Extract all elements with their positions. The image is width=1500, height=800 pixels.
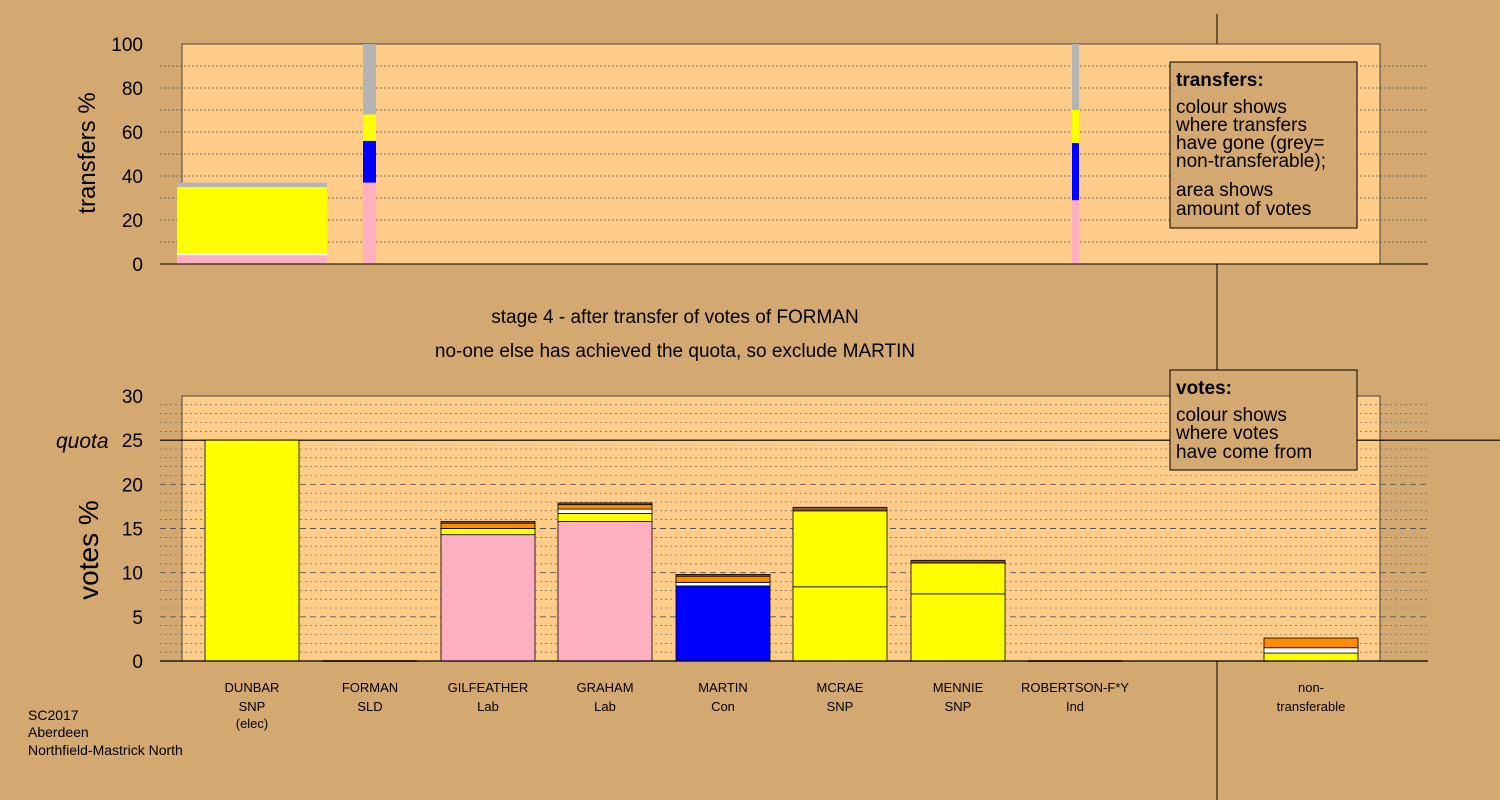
vote-bar-segment (557, 502, 653, 506)
candidate-status-label: (elec) (236, 716, 269, 731)
chart-title: stage 4 - after transfer of votes of FOR… (491, 307, 858, 328)
vote-bar-segment (675, 585, 771, 662)
candidate-name-label: GRAHAM (576, 680, 633, 695)
votes-tick-label: 15 (122, 520, 143, 541)
vote-bar-segment (910, 559, 1006, 564)
vote-bar-segment (1263, 652, 1359, 662)
vote-bar-segment (792, 510, 888, 588)
transfers-tick-label: 0 (132, 255, 143, 276)
vote-bar-segment (675, 575, 771, 583)
votes-tick-label: 25 (122, 431, 143, 452)
candidate-name-label: MCRAE (817, 680, 864, 695)
votes-tick-label: 5 (132, 608, 143, 629)
transfers-legend-box (1169, 61, 1358, 229)
candidate-party-label: Lab (477, 699, 499, 714)
votes-legend-line: have come from (1176, 442, 1312, 463)
vote-bar-segment (557, 508, 653, 514)
vote-bar-segment (675, 574, 771, 577)
vote-bar-segment (557, 504, 653, 510)
votes-tick-label: 0 (132, 652, 143, 673)
vote-bar-segment (440, 528, 536, 536)
transfers-legend: transfers: colour shows where transfers … (1169, 61, 1358, 229)
candidate-name-label: non- (1298, 680, 1324, 695)
votes-tick-label: 20 (122, 475, 143, 496)
transfer-segment (363, 182, 376, 264)
votes-chart: 0 5 10 15 20 25 30 DUNBAR SNP (elec) FORMAN SLD GILF… (122, 387, 1500, 731)
chart-subtitle: no-one else has achieved the quota, so e… (435, 341, 915, 362)
transfer-segment (177, 253, 327, 256)
vote-bar-segment (204, 439, 300, 662)
footer-line-2: Aberdeen (28, 724, 89, 740)
candidate-name-label: MARTIN (698, 680, 748, 695)
transfer-segment (1072, 143, 1079, 201)
transfers-tick-label: 80 (122, 79, 143, 100)
transfers-legend-line: have gone (grey= (1176, 133, 1324, 154)
footer-line-3: Northfield-Mastrick North (28, 742, 183, 758)
candidate-name-label: MENNIE (933, 680, 984, 695)
transfers-axis-title: transfers % (74, 92, 101, 213)
votes-legend-box (1169, 369, 1358, 471)
vote-bar-segment (910, 593, 1006, 662)
transfer-segment (1072, 110, 1079, 143)
vote-bar-segment (675, 581, 771, 587)
transfers-legend-line: colour shows (1176, 97, 1287, 118)
candidate-party-label: Ind (1066, 699, 1084, 714)
votes-legend: votes: colour shows where votes have com… (1169, 369, 1358, 471)
transfers-tick-label: 60 (122, 123, 143, 144)
votes-axis-title: votes % (73, 500, 104, 600)
candidate-party-label: Con (711, 699, 735, 714)
transfer-segment (177, 187, 327, 253)
footer-line-1: SC2017 (28, 707, 79, 723)
candidate-party-label: SNP (239, 699, 266, 714)
transfer-segment (363, 140, 376, 183)
candidate-name-label: FORMAN (342, 680, 398, 695)
vote-bar-segment (440, 521, 536, 524)
vote-bar-segment (1263, 637, 1359, 649)
vote-bar-segment (557, 513, 653, 522)
vote-bar-segment (792, 586, 888, 662)
transfers-legend-line: amount of votes (1176, 199, 1311, 220)
votes-tick-label: 10 (122, 564, 143, 585)
vote-bar-segment (792, 506, 888, 512)
candidate-name-label: DUNBAR (225, 680, 280, 695)
candidate-party-label: SNP (827, 699, 854, 714)
candidate-party-label: Lab (594, 699, 616, 714)
votes-legend-line: colour shows (1176, 405, 1287, 426)
transfers-tick-label: 100 (111, 35, 143, 56)
vote-bar-segment (440, 522, 536, 529)
transfers-legend-line: where transfers (1175, 115, 1307, 136)
candidate-name-label: ROBERTSON-F*Y (1021, 680, 1129, 695)
transfer-segment (177, 255, 327, 264)
transfer-segment (1072, 44, 1079, 110)
candidate-party-label: transferable (1277, 699, 1346, 714)
transfers-legend-line: non-transferable); (1176, 151, 1326, 172)
transfer-segment (363, 44, 376, 115)
vote-bar-segment (440, 534, 536, 662)
votes-legend-line: where votes (1175, 423, 1278, 444)
transfers-legend-line: area shows (1176, 180, 1273, 201)
transfer-segment (177, 182, 327, 187)
candidate-party-label: SNP (945, 699, 972, 714)
transfers-tick-label: 20 (122, 211, 143, 232)
votes-tick-label: 30 (122, 387, 143, 408)
transfer-segment (1072, 200, 1079, 264)
transfers-tick-label: 40 (122, 167, 143, 188)
transfer-segment (363, 114, 376, 141)
vote-bar-segment (1263, 647, 1359, 654)
quota-label: quota (56, 430, 109, 453)
candidate-name-label: GILFEATHER (448, 680, 529, 695)
vote-bar-segment (557, 521, 653, 662)
vote-bar-segment (910, 562, 1006, 595)
votes-legend-heading: votes: (1176, 378, 1232, 399)
transfers-legend-heading: transfers: (1176, 70, 1264, 91)
candidate-party-label: SLD (357, 699, 382, 714)
